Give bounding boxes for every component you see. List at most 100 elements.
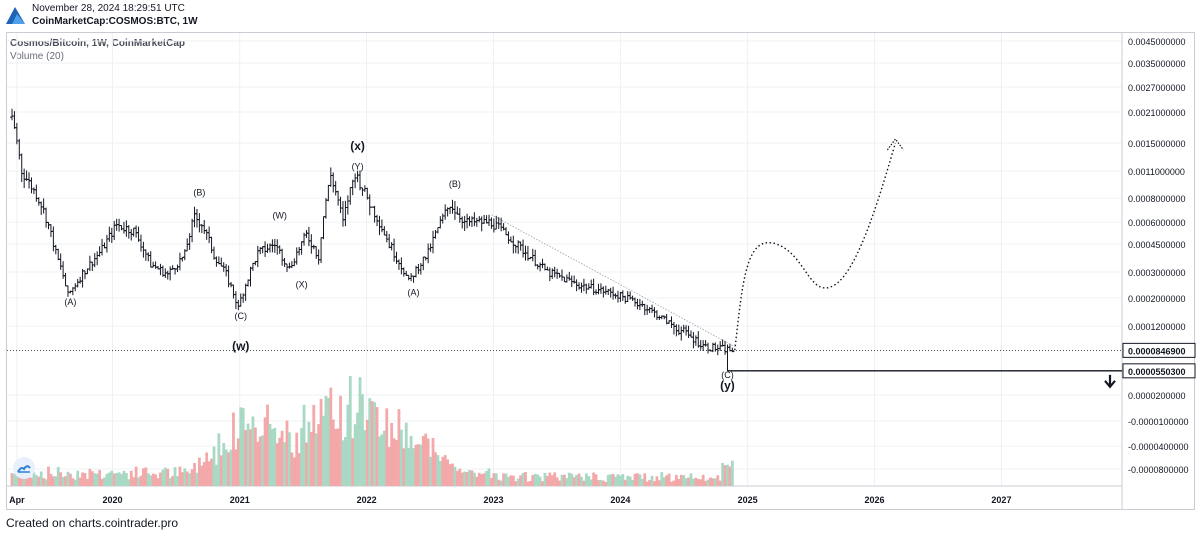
- volume-bar: [563, 474, 566, 486]
- volume-bar: [448, 464, 452, 486]
- volume-bar: [283, 442, 286, 486]
- volume-bar: [81, 472, 84, 486]
- volume-bar: [594, 474, 598, 486]
- volume-bar: [236, 438, 240, 486]
- volume-bar: [219, 455, 223, 486]
- volume-bar: [200, 465, 204, 486]
- wave-label: (W): [272, 210, 287, 220]
- volume-bar: [487, 468, 491, 486]
- volume-bar: [392, 438, 396, 486]
- current-price-label: 0.0000846900: [1128, 346, 1186, 356]
- volume-bar: [650, 475, 654, 486]
- volume-bar: [460, 472, 464, 486]
- volume-bar: [550, 475, 554, 486]
- volume-bar: [421, 435, 425, 486]
- volume-bar: [22, 477, 26, 486]
- volume-bar: [628, 476, 632, 486]
- volume-bar: [643, 473, 647, 486]
- volume-bar: [256, 441, 260, 486]
- volume-bar: [477, 472, 481, 486]
- volume-bar: [305, 442, 308, 486]
- x-tick-label: 2022: [357, 495, 377, 505]
- volume-bar: [524, 472, 527, 486]
- volume-bar: [431, 437, 435, 486]
- volume-bar: [640, 478, 644, 486]
- volume-bar: [468, 470, 471, 486]
- volume-bar: [76, 470, 80, 486]
- volume-bar: [190, 469, 194, 486]
- volume-bar: [453, 466, 457, 486]
- volume-bar: [326, 397, 330, 486]
- volume-bar: [365, 419, 369, 486]
- volume-bar: [412, 448, 415, 486]
- volume-bar: [438, 461, 442, 486]
- volume-bar: [606, 474, 610, 486]
- volume-bar: [251, 416, 255, 486]
- volume-bar: [470, 470, 474, 486]
- volume-bar: [684, 478, 688, 486]
- volume-bar: [339, 395, 342, 486]
- y-tick-label: 0.0021000000: [1128, 108, 1186, 118]
- volume-bar: [368, 398, 372, 486]
- volume-bar: [110, 470, 114, 486]
- volume-bar: [631, 480, 634, 486]
- volume-bar: [90, 471, 94, 486]
- volume-bar: [117, 472, 121, 486]
- y-tick-label: -0.0000400000: [1128, 442, 1189, 452]
- volume-bar: [49, 473, 53, 486]
- cointrader-logo-icon: [6, 7, 25, 24]
- volume-bar: [197, 457, 201, 486]
- volume-bar: [73, 479, 77, 486]
- volume-bar: [577, 473, 581, 486]
- volume-bar: [25, 478, 29, 486]
- volume-bar: [234, 449, 238, 486]
- volume-bar: [694, 477, 698, 486]
- volume-bar: [407, 447, 411, 486]
- volume-bar: [78, 477, 82, 486]
- volume-bar: [480, 474, 484, 486]
- y-tick-label: 0.0003000000: [1128, 268, 1186, 278]
- volume-bar: [494, 473, 498, 486]
- volume-bar: [246, 423, 250, 486]
- volume-bar: [543, 472, 547, 486]
- volume-bar: [516, 478, 520, 486]
- y-tick-label: 0.0035000000: [1128, 59, 1186, 69]
- volume-bar: [56, 467, 60, 486]
- volume-bar: [127, 479, 131, 486]
- volume-bar: [144, 467, 148, 486]
- volume-bar: [492, 473, 496, 486]
- volume-bar: [592, 472, 596, 486]
- volume-bar: [137, 477, 140, 486]
- volume-bar: [582, 480, 586, 486]
- volume-bar: [465, 472, 469, 486]
- volume-bar: [538, 476, 542, 486]
- volume-bar: [112, 473, 116, 486]
- volume-bar: [195, 472, 199, 486]
- volume-bar: [497, 479, 501, 486]
- volume-bar: [51, 476, 55, 486]
- volume-bar: [61, 476, 65, 486]
- volume-bar: [636, 473, 639, 486]
- volume-bar: [711, 478, 715, 486]
- volume-bar: [409, 435, 413, 486]
- volume-bar: [93, 473, 97, 486]
- x-tick-label: 2021: [230, 495, 250, 505]
- volume-bar: [655, 476, 659, 486]
- volume-bar: [633, 473, 637, 486]
- volume-bar: [730, 460, 734, 486]
- volume-bar: [601, 480, 605, 486]
- volume-bar: [297, 453, 301, 486]
- volume-bar: [696, 478, 700, 486]
- volume-bar: [507, 476, 510, 486]
- volume-bar: [687, 477, 690, 486]
- volume-bar: [443, 455, 447, 486]
- volume-bar: [728, 466, 732, 486]
- volume-bar: [173, 467, 177, 486]
- volume-bar: [424, 433, 428, 486]
- volume-bar: [215, 464, 218, 486]
- volume-bar: [59, 472, 63, 486]
- volume-bar: [653, 481, 656, 486]
- volume-bar: [98, 469, 102, 486]
- volume-bar: [361, 394, 364, 486]
